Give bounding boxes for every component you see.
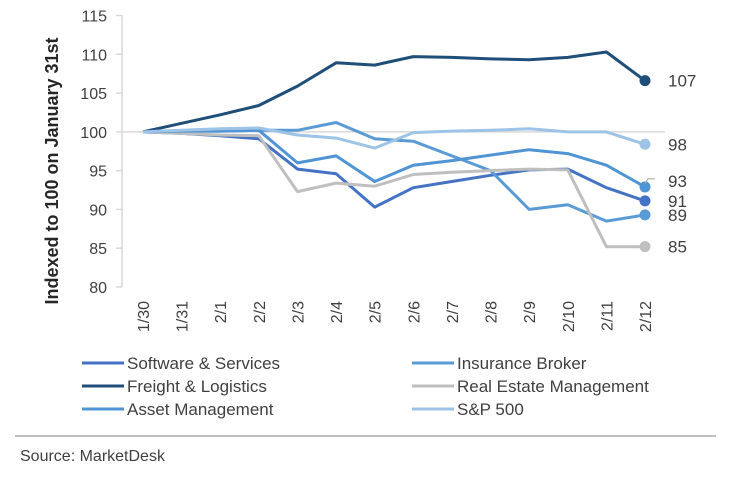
end-value-label: 98 — [668, 135, 687, 154]
series-line — [142, 50, 646, 134]
series-line — [142, 126, 646, 150]
legend-item: Real Estate Management — [412, 377, 649, 396]
y-tick-label: 115 — [81, 9, 107, 26]
axes: 80 85 90 95 100 105 110 115 — [80, 9, 665, 297]
end-value-label: 85 — [668, 238, 687, 257]
series-asset-management: 93 — [142, 128, 687, 193]
legend-item: Insurance Broker — [412, 354, 587, 373]
series-line — [142, 130, 646, 209]
y-tick-label: 95 — [89, 164, 107, 181]
end-value-label: 93 — [668, 172, 687, 191]
end-value-label: 89 — [668, 206, 687, 225]
x-tick-label: 2/6 — [406, 301, 423, 323]
legend-item: Software & Services — [82, 354, 280, 373]
y-tick-label: 85 — [89, 241, 107, 258]
legend-item: Asset Management — [82, 400, 274, 419]
legend-item: Freight & Logistics — [82, 377, 267, 396]
end-point-marker — [639, 75, 651, 87]
series-line — [142, 130, 645, 249]
source-note: Source: MarketDesk — [20, 448, 166, 465]
x-tick-label: 2/7 — [445, 301, 462, 323]
end-point-marker — [639, 195, 651, 207]
y-tick-label: 80 — [89, 280, 107, 297]
series-line — [142, 128, 646, 189]
x-tick-label: 2/5 — [368, 301, 385, 323]
series-s-p-500: 98 — [142, 126, 687, 154]
legend: Software & Services Insurance Broker Freig… — [82, 354, 649, 419]
legend-item: S&P 500 — [412, 400, 524, 419]
x-tick-label: 2/8 — [484, 301, 501, 323]
x-tick-label: 1/31 — [175, 301, 192, 332]
x-tick-label: 1/30 — [136, 301, 153, 332]
legend-label: Real Estate Management — [457, 377, 649, 396]
legend-label: Freight & Logistics — [127, 377, 267, 396]
legend-label: Insurance Broker — [457, 354, 587, 373]
label-leader-line — [644, 178, 655, 185]
end-point-marker — [639, 138, 651, 150]
series-freight-logistics: 107 — [142, 50, 696, 134]
y-tick-label: 105 — [80, 86, 107, 103]
x-tick-label: 2/4 — [329, 301, 346, 323]
y-axis-title: Indexed to 100 on January 31st — [42, 37, 62, 304]
y-tick-label: 100 — [80, 125, 107, 142]
x-tick-label: 2/10 — [561, 301, 578, 332]
x-tick-label: 2/11 — [599, 301, 616, 331]
x-tick-label: 2/1 — [213, 301, 230, 323]
legend-label: S&P 500 — [457, 400, 524, 419]
legend-label: Asset Management — [127, 400, 274, 419]
series-software-services: 91 — [142, 130, 687, 211]
end-point-marker — [639, 181, 651, 193]
legend-label: Software & Services — [127, 354, 280, 373]
x-tick-label: 2/12 — [638, 301, 655, 332]
x-tick-labels: 1/30 1/31 2/1 2/2 2/3 2/4 2/5 2/6 2/7 2/8 2/9 2/10 2… — [136, 301, 655, 332]
y-tick-label: 110 — [81, 47, 107, 64]
y-tick-label: 90 — [89, 202, 107, 219]
x-tick-label: 2/2 — [252, 301, 269, 323]
series-real-estate-management: 85 — [142, 130, 687, 257]
end-value-label: 91 — [668, 192, 687, 211]
x-tick-label: 2/3 — [290, 301, 307, 323]
end-point-marker — [639, 209, 651, 221]
end-point-marker — [639, 241, 651, 253]
x-tick-label: 2/9 — [522, 301, 539, 323]
end-value-label: 107 — [668, 72, 696, 91]
